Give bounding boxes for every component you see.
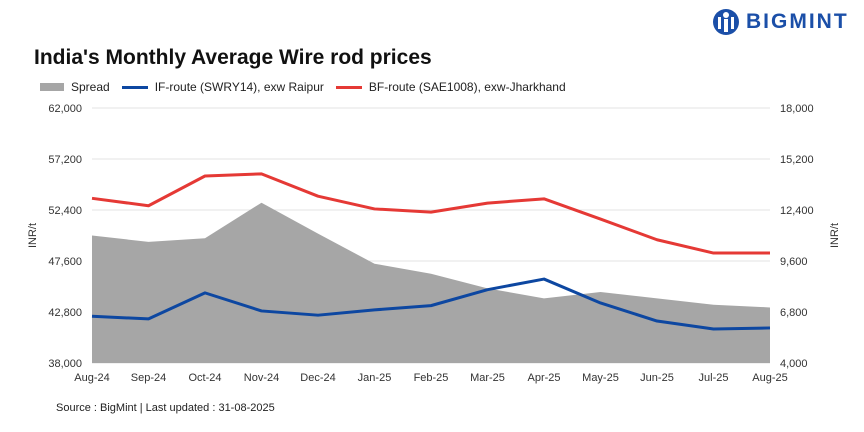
legend-spread: Spread — [40, 80, 110, 94]
x-tick-label: Oct-24 — [188, 372, 221, 384]
x-tick-label: Jul-25 — [699, 372, 729, 384]
x-tick-label: Mar-25 — [470, 372, 505, 384]
y-tick-label: 38,000 — [48, 358, 82, 370]
x-tick-label: Nov-24 — [244, 372, 279, 384]
x-tick-label: Aug-25 — [752, 372, 787, 384]
x-tick-label: Jun-25 — [640, 372, 674, 384]
x-tick-label: May-25 — [582, 372, 619, 384]
x-tick-label: Jan-25 — [358, 372, 392, 384]
legend-bf-route: BF-route (SAE1008), exw-Jharkhand — [335, 80, 566, 94]
x-tick-label: Aug-24 — [74, 372, 109, 384]
legend: Spread IF-route (SWRY14), exw Raipur BF-… — [40, 80, 578, 94]
legend-label: Spread — [71, 80, 110, 94]
brand-name: BIGMINT — [746, 10, 849, 33]
y2-tick-label: 9,600 — [780, 256, 808, 268]
legend-label: IF-route (SWRY14), exw Raipur — [154, 80, 324, 94]
y-tick-label: 52,400 — [48, 205, 82, 217]
x-tick-label: Feb-25 — [414, 372, 449, 384]
y2-axis-title: INR/t — [829, 223, 841, 248]
y2-tick-label: 6,800 — [780, 307, 808, 319]
spread-area — [92, 202, 770, 363]
y-tick-label: 62,000 — [48, 103, 82, 115]
y2-tick-label: 12,400 — [780, 205, 814, 217]
x-tick-label: Sep-24 — [131, 372, 166, 384]
x-tick-label: Apr-25 — [527, 372, 560, 384]
y2-tick-label: 15,200 — [780, 154, 814, 166]
y2-tick-label: 18,000 — [780, 103, 814, 115]
bigmint-logo: BIGMINT — [712, 8, 849, 36]
y-tick-label: 57,200 — [48, 154, 82, 166]
source-note: Source : BigMint | Last updated : 31-08-… — [56, 402, 275, 414]
legend-label: BF-route (SAE1008), exw-Jharkhand — [368, 80, 566, 94]
legend-if-route: IF-route (SWRY14), exw Raipur — [121, 80, 324, 94]
y-axis-title: INR/t — [27, 223, 39, 248]
y-tick-label: 42,800 — [48, 307, 82, 319]
x-tick-label: Dec-24 — [300, 372, 335, 384]
chart-title: India's Monthly Average Wire rod prices — [34, 46, 432, 69]
if-route-line — [91, 277, 771, 331]
y-tick-label: 47,600 — [48, 256, 82, 268]
bf-route-line — [91, 172, 770, 255]
bigmint-logo-icon — [713, 9, 739, 35]
y2-tick-label: 4,000 — [780, 358, 808, 370]
